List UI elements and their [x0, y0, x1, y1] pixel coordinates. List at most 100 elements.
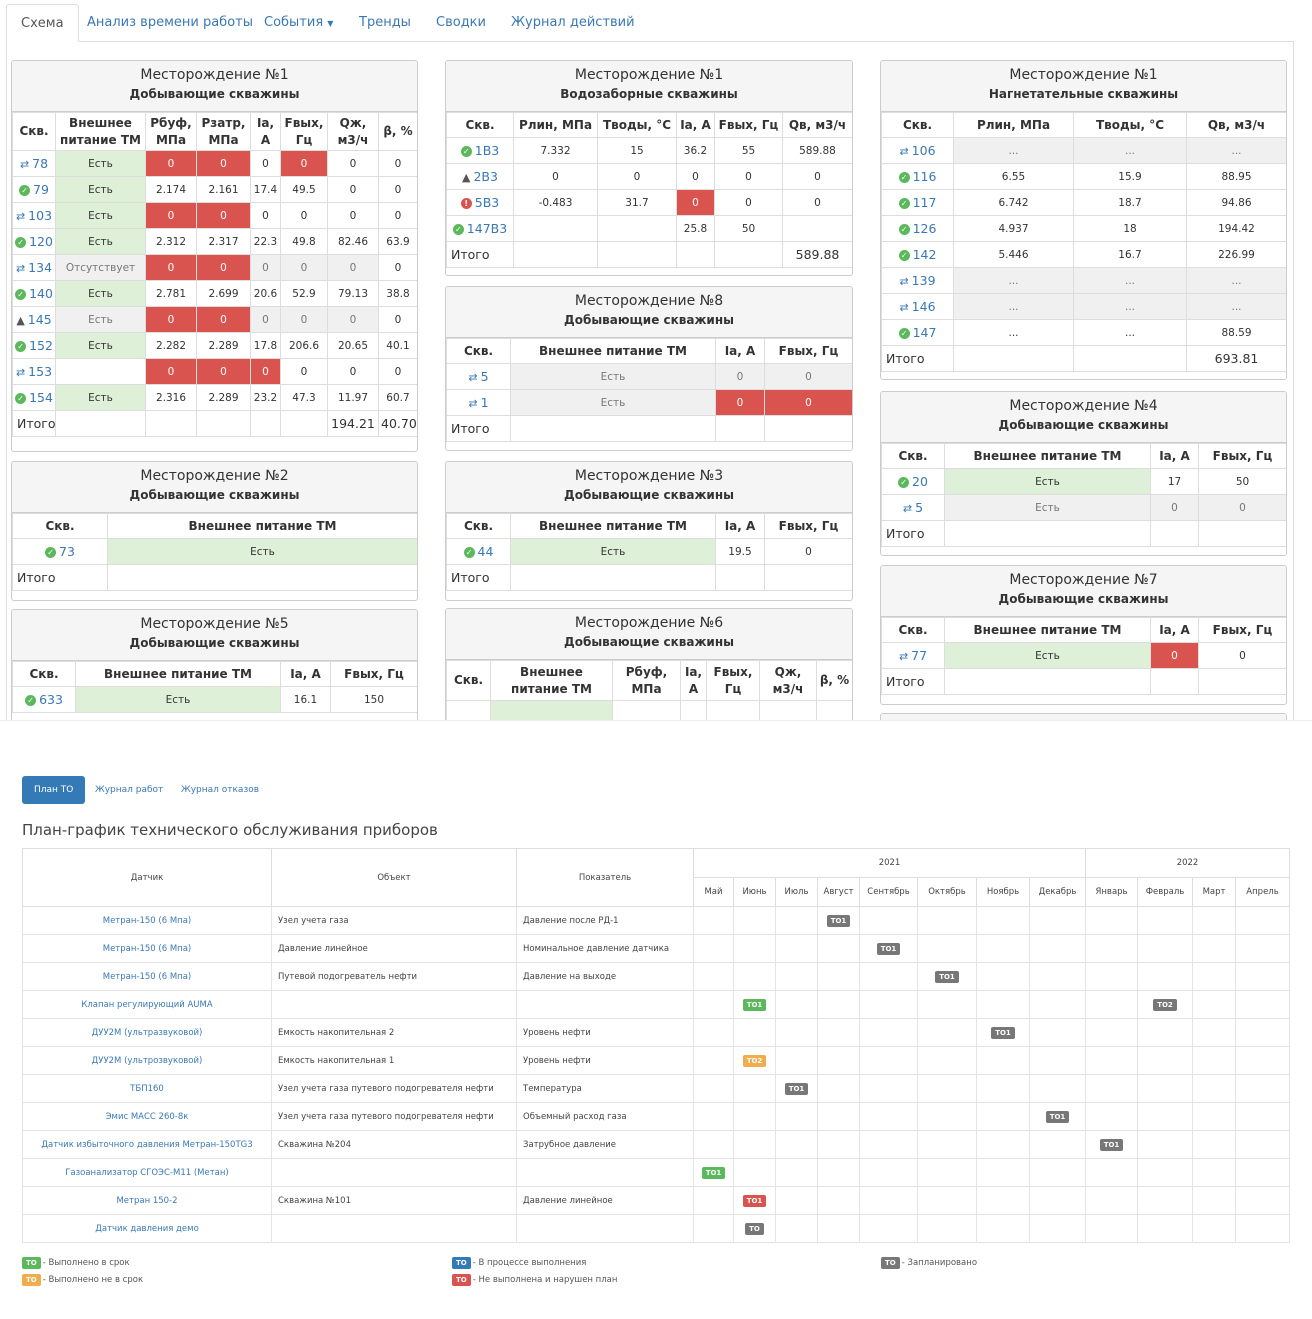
- month-cell: [1137, 1018, 1194, 1047]
- well-link[interactable]: ⇄ 106: [881, 137, 954, 164]
- tab-trends[interactable]: Тренды: [359, 15, 411, 30]
- well-link[interactable]: ✓ 140: [12, 280, 56, 307]
- maintenance-badge[interactable]: ТО1: [1099, 1138, 1124, 1151]
- table-row: Газоанализатор СГОЭС-М11 (Метан) ТО1: [22, 1158, 1291, 1187]
- transfer-icon: ⇄: [15, 210, 26, 223]
- well-number: 154: [29, 390, 53, 405]
- month-cell: [1028, 1130, 1087, 1159]
- well-link[interactable]: ✓ 79: [12, 176, 56, 203]
- month-cell: [1137, 1186, 1194, 1215]
- month-cell: [976, 1102, 1030, 1131]
- month-cell: [817, 1158, 860, 1187]
- well-link[interactable]: ⇄ 134: [12, 254, 56, 281]
- panel-subtitle: Добывающие скважины: [129, 636, 300, 650]
- sensor-link[interactable]: ТБП160: [22, 1074, 272, 1103]
- table-cell: 0: [250, 150, 281, 177]
- pill-to-plan[interactable]: План ТО: [22, 776, 86, 804]
- panel-title: Месторождение №3: [574, 468, 724, 484]
- table-cell: 11.97: [327, 384, 379, 411]
- sensor-link[interactable]: Датчик давления демо: [22, 1214, 272, 1243]
- col-power: Внешнее питание ТМ: [490, 660, 613, 701]
- maintenance-badge[interactable]: ТО1: [876, 942, 901, 955]
- well-link[interactable]: ! 5В3: [446, 189, 514, 216]
- well-link[interactable]: ✓ 633: [12, 686, 76, 713]
- sensor-link[interactable]: Клапан регулирующий AUMA: [22, 990, 272, 1019]
- sensor-link[interactable]: Метран-150 (6 Мпа): [22, 962, 272, 991]
- table-cell: 25.8: [676, 215, 715, 242]
- well-link[interactable]: ⇄ 77: [881, 642, 945, 669]
- pill-work-log[interactable]: Журнал работ: [95, 785, 164, 795]
- sensor-link[interactable]: Датчик избыточного давления Метран-150TG…: [22, 1130, 272, 1159]
- maintenance-badge[interactable]: ТО1: [826, 914, 851, 927]
- table-cell: 0: [196, 358, 251, 385]
- sensor-link[interactable]: Газоанализатор СГОЭС-М11 (Метан): [22, 1158, 272, 1187]
- well-link[interactable]: ✓ 117: [881, 189, 954, 216]
- month-cell: ТО1: [976, 1018, 1030, 1047]
- error-circle-icon: !: [460, 198, 472, 209]
- maintenance-badge[interactable]: ТО: [745, 1222, 764, 1235]
- tab-action-log[interactable]: Журнал действий: [511, 15, 635, 30]
- well-link[interactable]: ✓ 147В3: [446, 215, 514, 242]
- well-link[interactable]: ✓ 142: [881, 241, 954, 268]
- well-link[interactable]: ⇄ 153: [12, 358, 56, 385]
- maintenance-badge[interactable]: ТО1: [742, 998, 767, 1011]
- well-link[interactable]: ⇄ 139: [881, 267, 954, 294]
- well-number: 145: [27, 312, 52, 327]
- well-link[interactable]: ✓ 73: [12, 538, 108, 565]
- col-plin: Рлин, МПа: [513, 112, 598, 138]
- well-number: 5: [480, 369, 489, 384]
- maintenance-badge[interactable]: ТО2: [1153, 998, 1177, 1011]
- month-cell: [1085, 990, 1139, 1019]
- well-link[interactable]: ✓ 147: [881, 319, 954, 346]
- sensor-link[interactable]: Эмис МАСС 260-8к: [22, 1102, 272, 1131]
- table-cell: 2.699: [196, 280, 251, 307]
- well-link[interactable]: ✓ 152: [12, 332, 56, 359]
- month-cell: [1028, 1074, 1087, 1103]
- maintenance-badge[interactable]: ТО1: [1045, 1110, 1070, 1123]
- well-link[interactable]: ✓ 20: [881, 468, 945, 495]
- well-link[interactable]: ✓ 116: [881, 163, 954, 190]
- table-cell: 2.174: [145, 176, 197, 203]
- well-link[interactable]: ✓ 126: [881, 215, 954, 242]
- well-link[interactable]: ✓ 44: [446, 538, 511, 565]
- maintenance-badge[interactable]: ТО1: [701, 1166, 726, 1179]
- table-cell: 0: [280, 306, 328, 333]
- month-cell: [775, 1102, 818, 1131]
- well-link[interactable]: ✓ 1В3: [446, 137, 514, 164]
- well-link[interactable]: ✓ 120: [12, 228, 56, 255]
- maintenance-badge[interactable]: ТО1: [991, 1026, 1015, 1039]
- wells-table: Скв. Внешнее питание ТМ Ia, А Fвых, Гц ⇄…: [881, 617, 1286, 695]
- well-number: 20: [912, 474, 928, 489]
- well-link[interactable]: ⇄ 5: [446, 363, 511, 390]
- well-link[interactable]: ⇄ 103: [12, 202, 56, 229]
- check-circle-icon: ✓: [898, 198, 910, 209]
- col-param: Показатель: [516, 848, 694, 907]
- pill-failure-log[interactable]: Журнал отказов: [181, 785, 260, 795]
- maintenance-badge[interactable]: ТО2: [742, 1054, 767, 1067]
- well-link[interactable]: ⇄ 146: [881, 293, 954, 320]
- well-link[interactable]: ⇄ 78: [12, 150, 56, 177]
- well-link[interactable]: ✓ 154: [12, 384, 56, 411]
- sensor-link[interactable]: Метран-150 (6 Мпа): [22, 906, 272, 935]
- sensor-link[interactable]: Метран-150 (6 Мпа): [22, 934, 272, 963]
- tab-scheme[interactable]: Схема: [6, 4, 79, 42]
- month-cell: ТО1: [1028, 1102, 1087, 1131]
- sensor-link[interactable]: Метран 150-2: [22, 1186, 272, 1215]
- table-cell: 0: [676, 189, 715, 216]
- well-link[interactable]: ⇄ 5: [881, 494, 945, 521]
- sensor-link[interactable]: ДУУ2М (ультразвуковой): [22, 1018, 272, 1047]
- total-value: [196, 410, 251, 437]
- well-link[interactable]: ⇄ 1: [446, 389, 511, 416]
- sensor-link[interactable]: ДУУ2М (ультрозвуковой): [22, 1046, 272, 1075]
- well-link[interactable]: ▲ 145: [12, 306, 56, 333]
- maintenance-badge[interactable]: ТО1: [935, 970, 959, 983]
- month-cell: [1192, 906, 1237, 935]
- tab-events[interactable]: События ▼: [250, 4, 347, 42]
- maintenance-badge[interactable]: ТО1: [742, 1194, 767, 1207]
- col-ia: Ia, А: [715, 513, 765, 539]
- well-link[interactable]: ▲ 2В3: [446, 163, 514, 190]
- tab-worktime[interactable]: Анализ времени работы: [87, 15, 253, 30]
- tab-summaries[interactable]: Сводки: [436, 15, 486, 30]
- maintenance-badge[interactable]: ТО1: [784, 1082, 809, 1095]
- col-qzh: Qж, м3/ч: [327, 112, 379, 151]
